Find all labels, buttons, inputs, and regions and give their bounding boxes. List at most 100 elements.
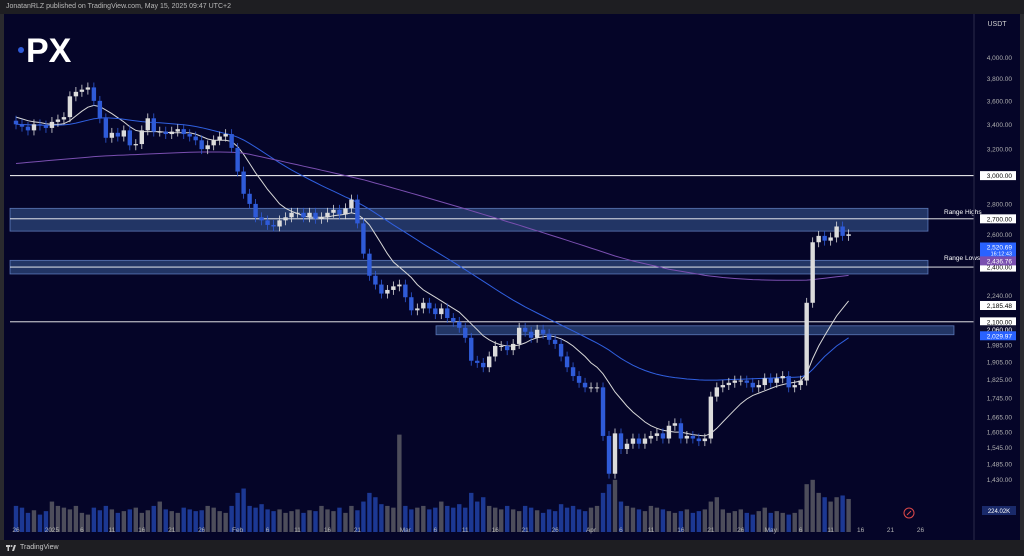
candle-body [487,356,492,368]
volume-bar [403,505,408,532]
volume-bar [175,512,180,532]
volume-bar [331,511,336,532]
line-price-text: 2,100.00 [987,319,1013,326]
volume-bar [816,492,821,532]
volume-bar [768,512,773,532]
candle-body [409,297,414,311]
candle-body [744,380,749,383]
volume-bar [666,511,672,532]
candle-body [756,385,761,388]
volume-bar [229,505,234,532]
volume-bar [696,511,702,532]
volume-bar [822,497,827,532]
candle-body [558,343,564,357]
candle-body [349,199,354,209]
candle-body [25,126,31,131]
candle-body [780,376,785,379]
replay-icon[interactable] [903,507,915,519]
volume-bar [690,512,696,532]
volume-bar [55,505,61,532]
price-tag [980,331,1016,341]
candle-body [421,302,426,309]
volume-bar [774,511,779,532]
x-tick-label: 6 [799,527,803,534]
chart-canvas[interactable]: PX Range Highs Range Lows USDT 4,000.00 3,… [4,14,1020,540]
candle-body [283,217,288,221]
volume-bar [337,507,342,532]
candle-body [750,382,755,388]
volume-bar [672,512,678,532]
y-tick-label: 3,400.00 [987,122,1013,129]
candle-body [115,132,121,137]
candle-body [606,435,612,474]
volume-bar [445,505,450,532]
candle-body [385,289,390,294]
volume-bar [319,505,324,532]
candle-body [846,234,851,236]
volume-bar [127,509,133,532]
candle-body [522,327,528,332]
x-tick-label: 11 [648,527,655,534]
candle-body [457,321,462,328]
volume-bar [630,507,636,532]
volume-bar [528,507,534,532]
y-tick-label: 1,545.00 [987,445,1013,452]
volume-bar [91,507,97,532]
x-tick-label: 21 [887,527,895,534]
y-tick-label: 2,600.00 [987,232,1013,239]
candle-body [379,284,384,294]
volume-bar [834,497,839,532]
candle-body [768,378,773,383]
volume-bar [121,511,127,532]
y-tick-label: 1,985.00 [987,342,1013,349]
volume-bar [193,511,198,532]
volume-bar [786,514,791,532]
volume-bar [552,511,558,532]
candle-body [660,433,666,439]
candle-body [187,134,192,137]
price-chart[interactable]: PX Range Highs Range Lows USDT 4,000.00 3,… [4,14,1020,540]
volume-bar [73,505,79,532]
volume-bar [840,495,845,532]
candle-body [121,130,127,137]
candle-body [289,212,294,218]
volume-bar [361,501,366,532]
volume-label: 224.02K [982,506,1016,515]
candle-body [475,360,480,363]
volume-bar [259,504,264,532]
candle-body [840,226,845,236]
volume-bar [427,509,432,532]
volume-bar [325,509,330,532]
volume-bar [451,507,456,532]
volume-bar [79,512,85,532]
volume-bar [355,510,360,532]
line-price-text: 2,400.00 [987,265,1013,272]
quote-currency: USDT [987,21,1007,28]
candle-body [498,345,504,347]
candle-body [690,435,696,439]
volume-bar [151,505,156,532]
volume-bar [510,509,516,532]
candle-body [816,235,821,243]
candle-body [439,308,444,315]
candle-body [253,203,258,218]
candle-body [493,345,498,357]
price-axis[interactable]: USDT [973,14,1007,540]
candle-body [810,242,815,303]
volume-bar [636,509,642,532]
volume-bar [714,497,720,532]
candle-body [564,356,570,368]
y-tick-label: 1,665.00 [987,415,1013,422]
candle-body [271,224,276,227]
tradingview-brand: TradingView [20,544,59,551]
volume-bar [289,511,294,532]
volume-bar [301,512,306,532]
candle-body [504,345,510,351]
x-tick-label: 11 [294,527,301,534]
candle-body [211,140,216,146]
volume-bar [187,509,192,532]
volume-bar [493,507,498,532]
volume-bar [295,509,300,532]
x-tick-label: 26 [737,527,745,534]
volume-bar [265,509,270,532]
